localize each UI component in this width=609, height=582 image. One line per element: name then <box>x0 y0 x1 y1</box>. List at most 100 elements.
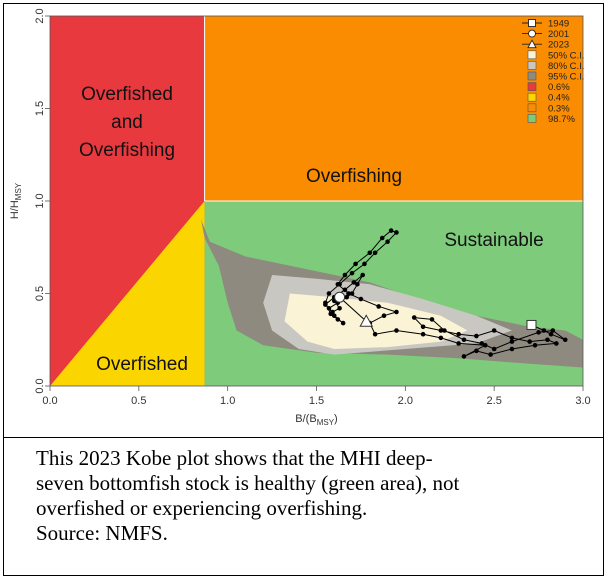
trajectory-point <box>532 343 538 348</box>
x-axis-title-main: B/(B <box>295 413 316 425</box>
trajectory-point <box>509 339 515 344</box>
figure-caption: This 2023 Kobe plot shows that the MHI d… <box>36 446 596 546</box>
axes: 0.0 0.5 1.0 1.5 2.0 2.5 3.0 0.0 0.5 1.0 1.5 2.0 B/(B… <box>9 8 591 427</box>
trajectory-point <box>456 331 461 337</box>
region-label: Overfishing <box>306 166 402 187</box>
trajectory-point <box>362 261 367 267</box>
marker-1949-square <box>526 319 537 330</box>
x-tick-label: 1.0 <box>220 395 235 407</box>
trajectory-point <box>394 230 399 235</box>
legend-swatch <box>527 114 537 123</box>
legend-swatch <box>527 71 537 81</box>
legend-label: 0.4% <box>548 93 570 104</box>
trajectory-point <box>488 352 493 357</box>
trajectory-point <box>550 328 556 333</box>
trajectory-point <box>438 335 444 341</box>
trajectory-point <box>554 341 559 346</box>
trajectory-point <box>372 250 378 256</box>
x-tick-label: 0.0 <box>42 395 57 407</box>
trajectory-point <box>474 333 479 339</box>
trajectory-point <box>323 302 328 307</box>
trajectory-point <box>340 320 346 326</box>
y-tick-label: 2.0 <box>34 8 46 23</box>
trajectory-point <box>346 291 351 296</box>
region-label: Overfished <box>81 84 173 105</box>
trajectory-point <box>372 331 378 337</box>
x-axis-title-sub: MSY <box>317 418 335 427</box>
trajectory-point <box>331 313 337 319</box>
trajectory-point <box>442 328 447 333</box>
caption-divider <box>3 437 604 438</box>
trajectory-point <box>376 304 381 309</box>
marker-2001-circle <box>334 291 346 303</box>
trajectory-point <box>349 291 355 296</box>
region-overfished <box>50 201 205 386</box>
region-label: Overfished <box>96 354 188 375</box>
trajectory-point <box>379 235 385 241</box>
trajectory-point <box>367 250 373 256</box>
trajectory-point <box>420 331 426 337</box>
x-tick-label: 2.5 <box>487 395 502 407</box>
trajectory-point <box>491 346 497 352</box>
trajectory-point <box>456 341 461 346</box>
y-axis-title-main: H/H <box>9 200 21 219</box>
legend-label: 2023 <box>548 40 569 51</box>
legend-swatch <box>527 103 537 113</box>
trajectory-point <box>358 296 364 302</box>
caption-line-3: overfished or experiencing overfishing. <box>36 496 368 520</box>
trajectory-point <box>349 270 355 276</box>
trajectory-point <box>335 317 341 322</box>
trajectory-point <box>562 337 568 343</box>
trajectory-point <box>381 313 387 319</box>
legend-label: 95% C.I. <box>548 72 584 83</box>
trajectory-point <box>385 239 390 244</box>
legend-swatch <box>527 50 537 60</box>
y-tick-label: 1.0 <box>34 193 46 208</box>
trajectory-point <box>429 317 435 322</box>
x-tick-label: 3.0 <box>575 395 590 407</box>
trajectory-point <box>337 306 342 311</box>
trajectory-point <box>394 328 399 333</box>
legend-swatch <box>527 61 537 70</box>
region-overfishing <box>204 16 583 201</box>
trajectory-point <box>411 315 417 320</box>
trajectory-point <box>474 348 479 354</box>
caption-line-4: Source: NMFS. <box>36 521 168 545</box>
legend-label: 0.3% <box>548 103 570 114</box>
region-labels: Overfished and Overfishing Overfishing Overf… <box>79 84 544 375</box>
trajectory-point <box>479 341 485 346</box>
trajectory-point <box>509 346 515 352</box>
trajectory-point <box>360 272 365 278</box>
x-axis-title-end: ) <box>334 413 338 425</box>
y-tick-label: 0.0 <box>34 378 46 393</box>
region-label: and <box>111 112 143 133</box>
legend-label: 1949 <box>548 19 569 30</box>
trajectory-point <box>388 228 394 233</box>
trajectory-point <box>344 294 350 300</box>
caption-line-1: This 2023 Kobe plot shows that the MHI d… <box>36 446 433 470</box>
legend-label: 98.7% <box>548 114 575 125</box>
region-label: Sustainable <box>444 230 543 251</box>
trajectory-point <box>330 309 335 315</box>
legend-swatch <box>527 82 537 91</box>
legend-label: 0.6% <box>548 82 570 93</box>
y-axis-title-sub: MSY <box>14 182 23 200</box>
x-tick-label: 0.5 <box>131 395 146 407</box>
trajectory-point <box>461 337 467 343</box>
trajectory-point <box>351 280 357 285</box>
trajectory-point <box>541 328 547 333</box>
plot-regions <box>50 16 583 386</box>
trajectory-point <box>420 324 426 330</box>
trajectory-point <box>536 330 541 335</box>
trajectory-point <box>353 261 358 267</box>
x-tick-label: 2.0 <box>398 395 413 407</box>
trajectory-point <box>326 291 332 296</box>
trajectory-point <box>394 309 399 315</box>
legend-label: 50% C.I. <box>548 50 584 61</box>
trajectory-point <box>342 272 348 278</box>
marker-2023-triangle <box>359 314 374 327</box>
trajectory-point <box>438 328 444 333</box>
trajectory-point <box>527 339 532 344</box>
trajectory-point <box>342 287 348 293</box>
